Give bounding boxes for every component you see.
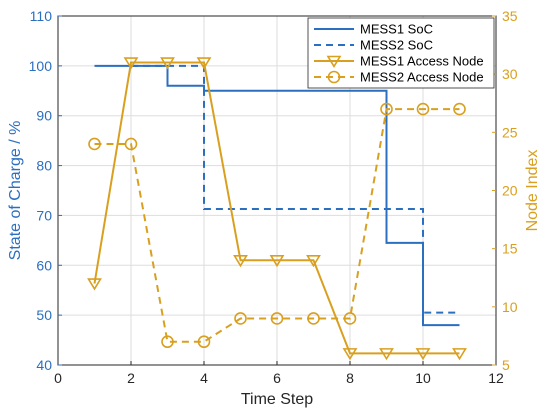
y-left-tick-label: 50 [36,307,52,323]
tick-layer: 0 2 4 6 8 10 12 40 50 60 70 80 90 100 110 5 10 15 20 25 30 35 [29,8,518,386]
point-mess2-access-node [270,312,284,325]
series-layer [93,61,460,355]
legend-marker-mess2-access-node [327,70,341,84]
y-axis-right-title: Node Index [524,150,541,232]
point-mess1-access-node [123,57,139,70]
y-left-tick-label: 80 [36,158,52,174]
y-right-tick-label: 15 [502,241,518,257]
point-mess1-access-node [452,348,467,361]
y-right-tick-label: 35 [502,8,518,24]
y-axis-left-title: State of Charge / % [7,121,24,261]
point-mess2-access-node [416,102,430,116]
legend-label-mess2-soc: MESS2 SoC [360,38,433,53]
x-tick-label: 6 [273,370,281,386]
point-mess1-access-node [342,348,358,361]
point-mess1-access-node [87,278,102,291]
legend-label-mess2-access-node: MESS2 Access Node [360,70,484,85]
y-right-tick-label: 20 [502,183,518,199]
point-mess2-access-node [197,335,211,349]
series-line-mess1-access-node [93,61,460,355]
series-line-mess2-access-node [94,108,460,343]
x-axis-title: Time Step [241,391,313,408]
legend-label-mess1-soc: MESS1 SoC [360,22,433,37]
point-mess2-access-node [161,335,174,349]
y-right-tick-label: 10 [502,299,518,315]
point-mess1-access-node [233,255,248,268]
point-mess2-access-node [453,102,466,116]
point-mess1-access-node [269,255,285,268]
y-left-tick-label: 70 [36,207,52,223]
y-left-tick-label: 60 [36,257,52,273]
point-mess1-access-node [306,255,321,268]
x-tick-label: 0 [54,370,62,386]
y-left-tick-label: 90 [36,108,52,124]
point-mess1-access-node [160,57,175,70]
series-line-mess2-soc [131,64,460,314]
point-mess2-access-node [124,137,138,151]
y-right-tick-label: 25 [502,124,518,140]
y-right-tick-label: 30 [502,66,518,82]
x-tick-label: 10 [415,370,431,386]
point-mess1-access-node [379,348,394,361]
legend-marker-mess1-access-node [326,55,342,68]
point-mess2-access-node [343,312,357,325]
point-mess2-access-node [380,102,393,116]
marker-layer [87,57,467,361]
point-mess2-access-node [234,312,247,325]
y-right-tick-label: 5 [502,357,510,373]
x-tick-label: 12 [488,370,504,386]
x-tick-label: 8 [346,370,354,386]
y-left-tick-label: 110 [30,8,53,24]
y-left-tick-label: 40 [36,357,52,373]
point-mess1-access-node [196,57,212,70]
point-mess2-access-node [88,137,101,151]
point-mess2-access-node [307,312,320,325]
x-tick-label: 2 [127,370,135,386]
x-tick-label: 4 [200,370,208,386]
legend-label-mess1-access-node: MESS1 Access Node [360,54,484,69]
point-mess1-access-node [415,348,431,361]
y-left-tick-label: 100 [29,58,53,74]
